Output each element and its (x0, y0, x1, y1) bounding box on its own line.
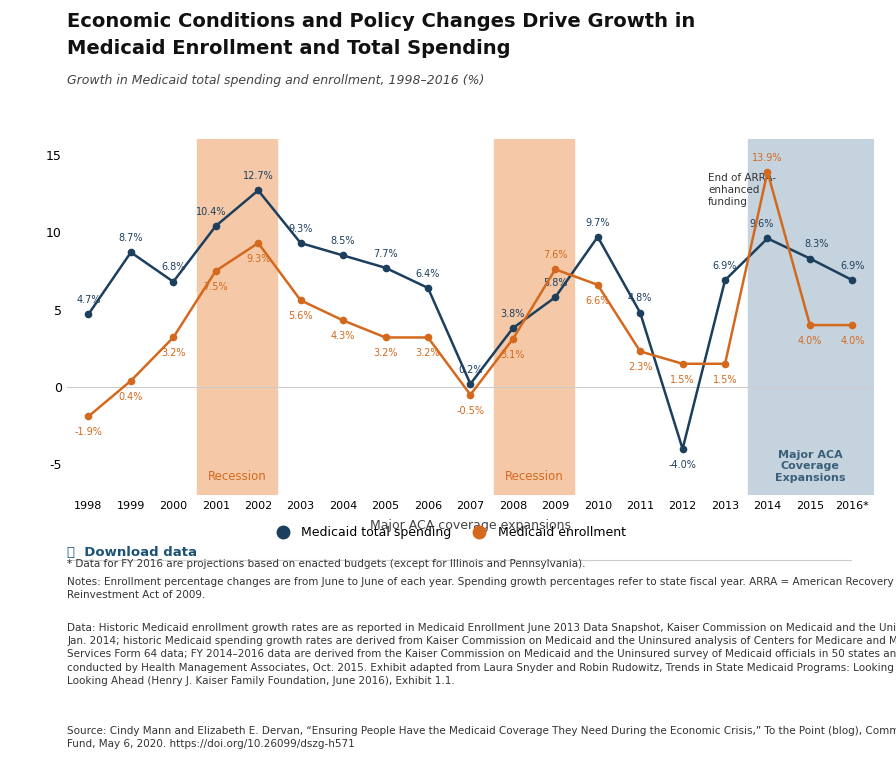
Text: 3.2%: 3.2% (416, 348, 440, 358)
Text: 1.5%: 1.5% (670, 375, 695, 385)
Text: 4.7%: 4.7% (76, 295, 100, 305)
Text: 6.8%: 6.8% (161, 262, 185, 272)
Text: 13.9%: 13.9% (753, 152, 783, 163)
Text: Medicaid Enrollment and Total Spending: Medicaid Enrollment and Total Spending (67, 39, 511, 58)
X-axis label: Major ACA coverage expansions: Major ACA coverage expansions (370, 519, 571, 533)
Text: -0.5%: -0.5% (456, 406, 485, 416)
Text: 9.3%: 9.3% (246, 254, 271, 264)
Text: 3.1%: 3.1% (501, 350, 525, 360)
Text: 3.2%: 3.2% (161, 348, 185, 358)
Text: 4.0%: 4.0% (797, 336, 823, 346)
Text: 4.8%: 4.8% (628, 293, 652, 303)
Text: 0.2%: 0.2% (458, 365, 483, 375)
Text: 8.3%: 8.3% (804, 239, 829, 249)
Text: -4.0%: -4.0% (668, 460, 696, 470)
Text: * Data for FY 2016 are projections based on enacted budgets (except for Illinois: * Data for FY 2016 are projections based… (67, 559, 586, 569)
Bar (748, 139, 874, 495)
Text: Recession: Recession (504, 470, 564, 483)
Text: Notes: Enrollment percentage changes are from June to June of each year. Spendin: Notes: Enrollment percentage changes are… (67, 577, 896, 600)
Text: 7.7%: 7.7% (374, 248, 398, 259)
Text: 8.7%: 8.7% (118, 233, 143, 243)
Text: 9.7%: 9.7% (585, 217, 610, 228)
Bar (494, 139, 574, 495)
Text: ⤓  Download data: ⤓ Download data (67, 546, 197, 559)
Text: 6.6%: 6.6% (586, 296, 610, 306)
Text: 3.2%: 3.2% (374, 348, 398, 358)
Text: 5.8%: 5.8% (543, 278, 567, 288)
Text: Source: Cindy Mann and Elizabeth E. Dervan, “Ensuring People Have the Medicaid C: Source: Cindy Mann and Elizabeth E. Derv… (67, 726, 896, 749)
Text: Data: Historic Medicaid enrollment growth rates are as reported in Medicaid Enro: Data: Historic Medicaid enrollment growt… (67, 623, 896, 686)
Text: End of ARRA-
enhanced
funding: End of ARRA- enhanced funding (708, 173, 776, 207)
Text: Growth in Medicaid total spending and enrollment, 1998–2016 (%): Growth in Medicaid total spending and en… (67, 74, 485, 87)
Text: 7.6%: 7.6% (543, 250, 567, 260)
Text: 6.9%: 6.9% (713, 261, 737, 271)
Text: 9.3%: 9.3% (289, 224, 313, 234)
Text: 6.4%: 6.4% (416, 269, 440, 279)
Text: 4.3%: 4.3% (331, 331, 355, 341)
Text: 7.5%: 7.5% (203, 282, 228, 292)
Text: 2.3%: 2.3% (628, 362, 652, 372)
Legend: Medicaid total spending, Medicaid enrollment: Medicaid total spending, Medicaid enroll… (265, 521, 631, 544)
Text: -1.9%: -1.9% (74, 427, 102, 437)
Text: 1.5%: 1.5% (713, 375, 737, 385)
Text: 4.0%: 4.0% (840, 336, 865, 346)
Text: 5.6%: 5.6% (289, 311, 313, 321)
Bar (196, 139, 277, 495)
Text: 9.6%: 9.6% (749, 219, 773, 229)
Text: 12.7%: 12.7% (243, 171, 273, 181)
Text: 8.5%: 8.5% (331, 236, 356, 246)
Text: 6.9%: 6.9% (840, 261, 865, 271)
Text: 10.4%: 10.4% (196, 207, 227, 217)
Text: 0.4%: 0.4% (118, 392, 143, 402)
Text: Recession: Recession (208, 470, 266, 483)
Text: Major ACA
Coverage
Expansions: Major ACA Coverage Expansions (775, 450, 845, 483)
Text: 3.8%: 3.8% (501, 309, 525, 319)
Text: Economic Conditions and Policy Changes Drive Growth in: Economic Conditions and Policy Changes D… (67, 12, 695, 31)
